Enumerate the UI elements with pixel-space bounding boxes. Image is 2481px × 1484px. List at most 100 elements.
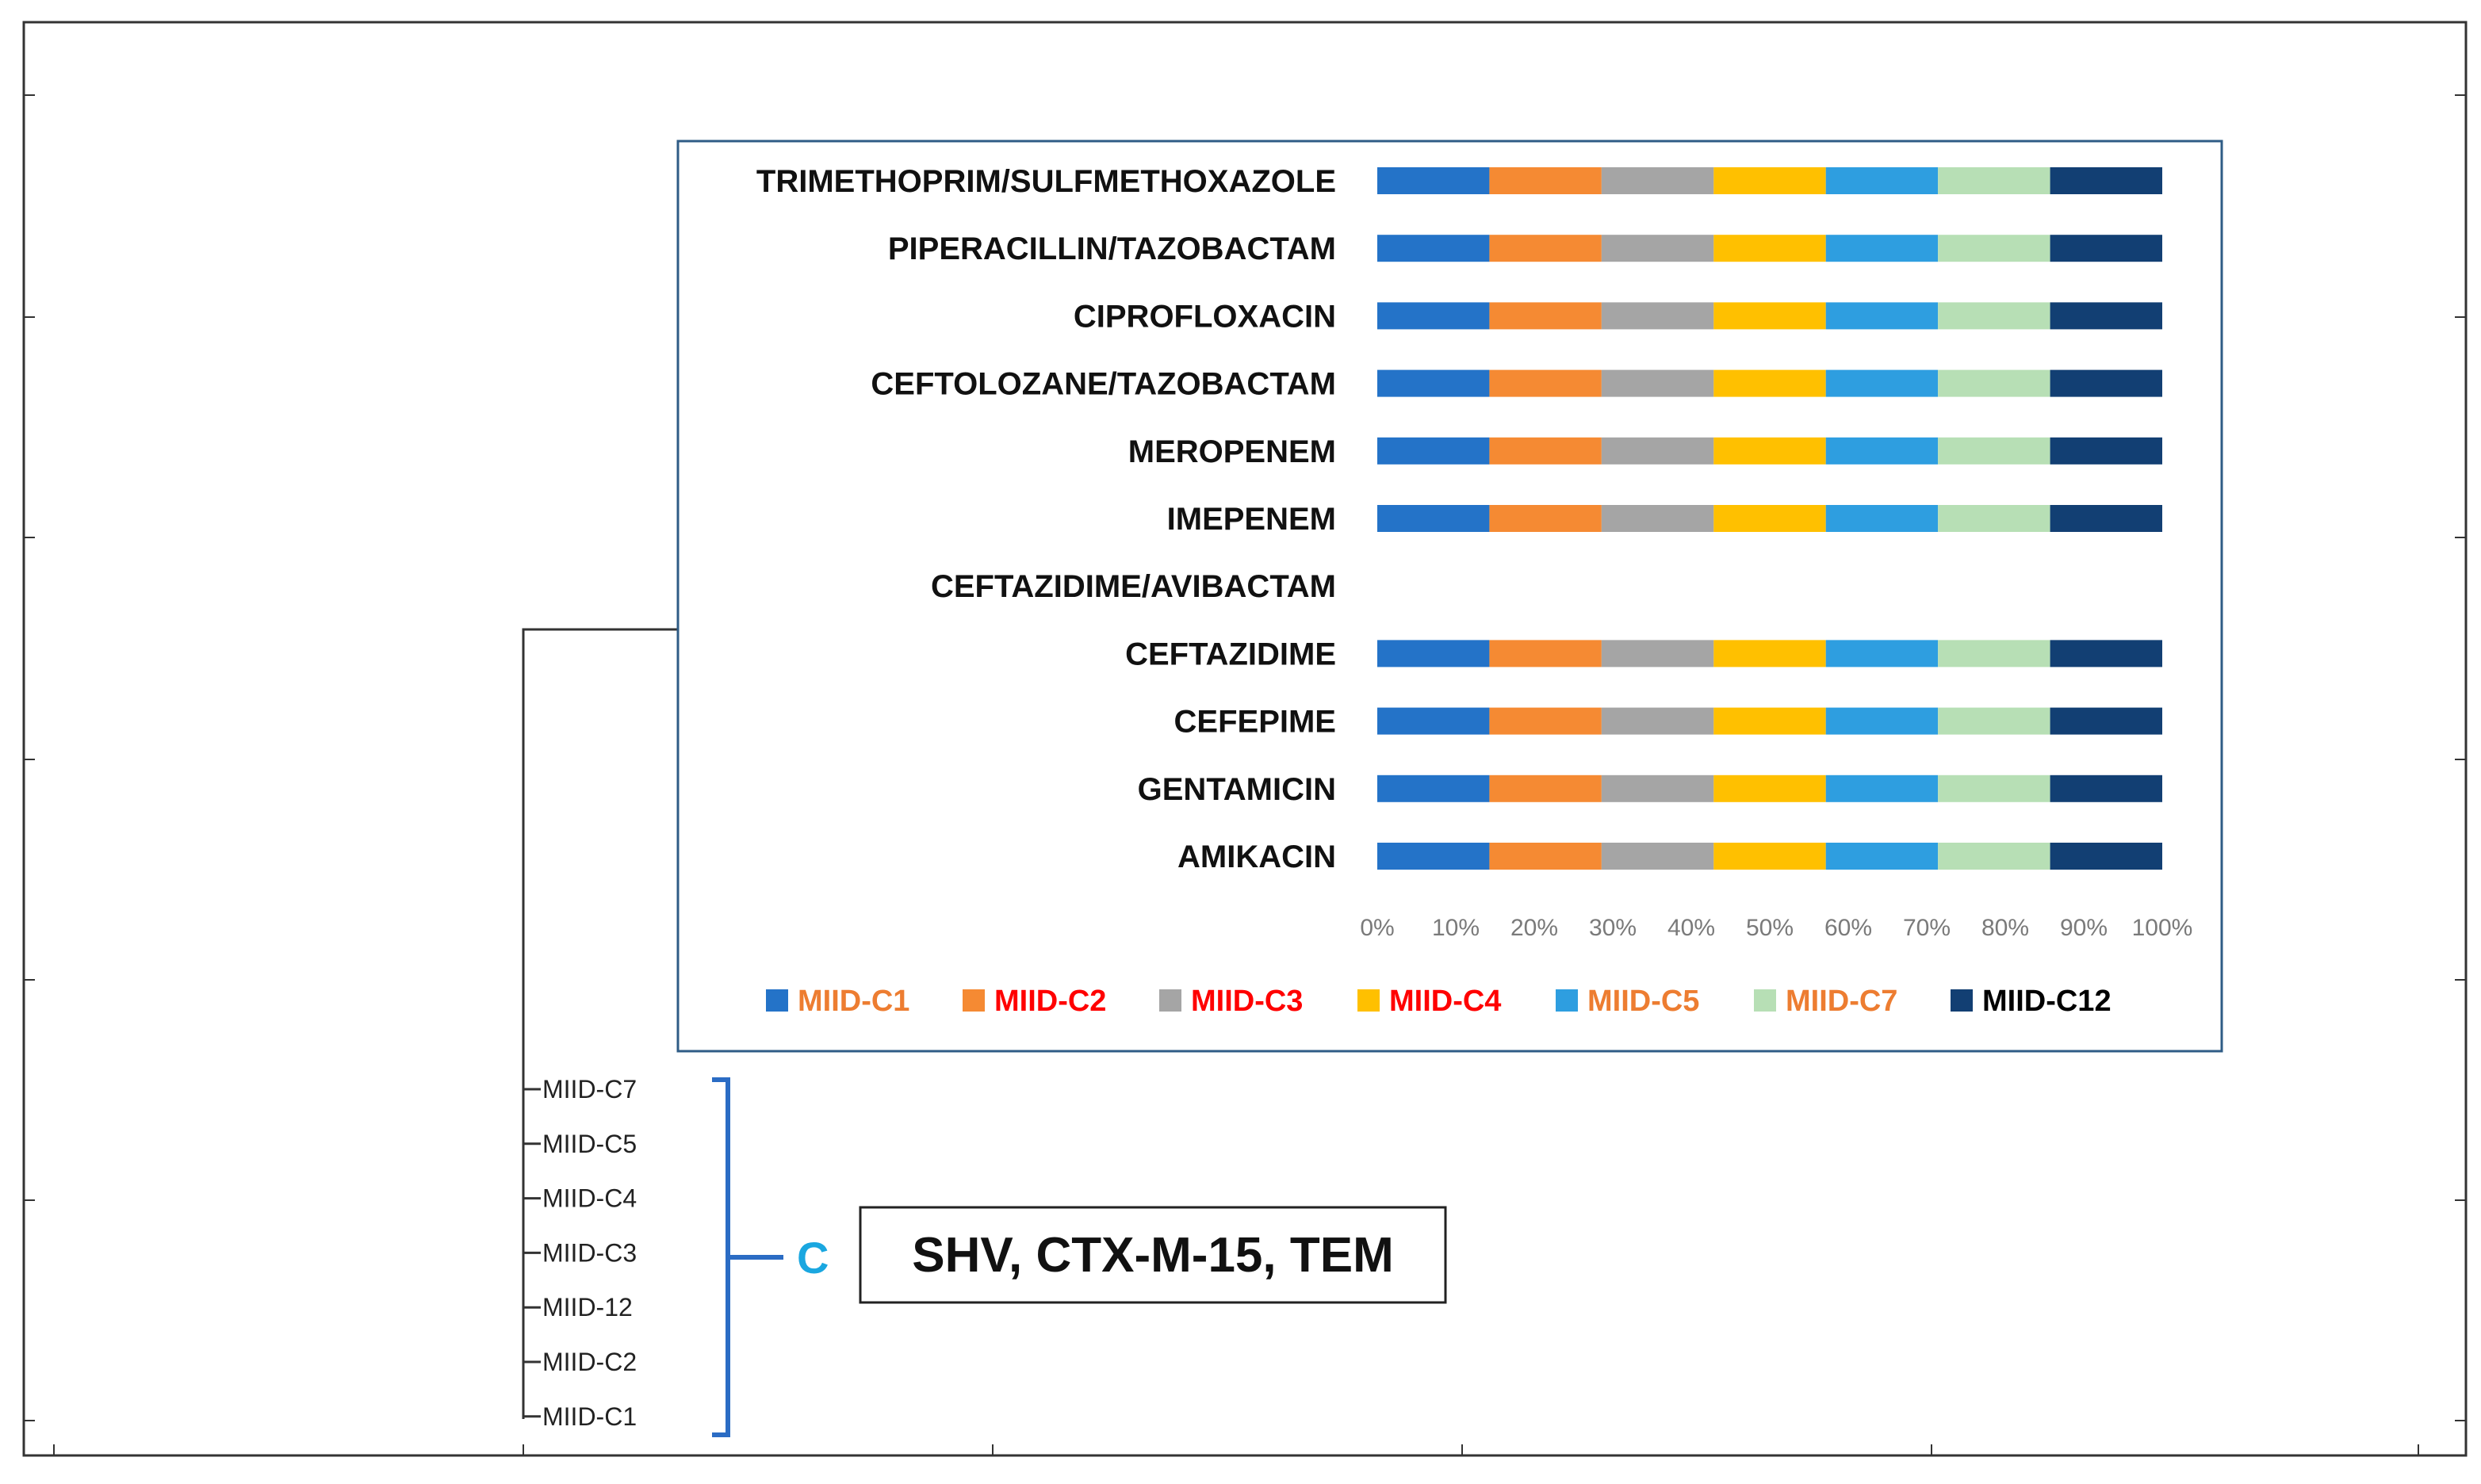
bar-segment-miid-c5: [1825, 437, 1939, 465]
bar-segment-miid-c12: [2050, 235, 2162, 262]
dendrogram-leaf-label: MIID-C1: [542, 1402, 637, 1431]
category-label: CEFTAZIDIME: [1125, 637, 1336, 671]
legend-swatch: [766, 989, 788, 1012]
bar-segment-miid-c4: [1713, 302, 1826, 330]
bar-segment-miid-c1: [1377, 302, 1490, 330]
chart-panel: [676, 140, 2223, 1053]
bar-segment-miid-c12: [2050, 302, 2162, 330]
legend-label: MIID-C2: [994, 985, 1106, 1018]
legend-item: MIID-C5: [1556, 985, 1699, 1018]
bar-segment-miid-c4: [1713, 640, 1826, 667]
bar-segment-miid-c4: [1713, 707, 1826, 735]
bar-segment-miid-c1: [1377, 167, 1490, 194]
category-label: MEROPENEM: [1128, 434, 1336, 469]
x-tick-label: 20%: [1510, 915, 1558, 941]
x-tick-label: 80%: [1981, 915, 2029, 941]
bar-segment-miid-c7: [1938, 775, 2050, 802]
legend-swatch: [1951, 989, 1973, 1012]
bar-segment-miid-c7: [1938, 843, 2050, 870]
dendrogram-leaf-label: MIID-C7: [542, 1075, 637, 1103]
cluster-label: C: [797, 1233, 829, 1283]
bar-segment-miid-c7: [1938, 640, 2050, 667]
dendrogram-leaf-label: MIID-C5: [542, 1130, 637, 1158]
legend-label: MIID-C12: [1982, 985, 2112, 1018]
legend-swatch: [1556, 989, 1578, 1012]
legend-item: MIID-C2: [963, 985, 1106, 1018]
bar-segment-miid-c5: [1825, 302, 1939, 330]
bar-segment-miid-c5: [1825, 369, 1939, 397]
bar-segment-miid-c4: [1713, 235, 1826, 262]
dendrogram-root-branch: [522, 628, 680, 852]
bar-segment-miid-c2: [1489, 775, 1602, 802]
bar-segment-miid-c12: [2050, 843, 2162, 870]
bar-segment-miid-c2: [1489, 437, 1602, 465]
bar-segment-miid-c4: [1713, 437, 1826, 465]
bar-segment-miid-c7: [1938, 235, 2050, 262]
bar-segment-miid-c12: [2050, 707, 2162, 735]
bar-segment-miid-c1: [1377, 775, 1490, 802]
dendrogram-leaf-label: MIID-12: [542, 1293, 633, 1321]
category-label: AMIKACIN: [1177, 840, 1336, 874]
legend-item: MIID-C12: [1951, 985, 2112, 1018]
legend-swatch: [1357, 989, 1380, 1012]
bar-segment-miid-c7: [1938, 505, 2050, 532]
dendrogram-leaf-label: MIID-C2: [542, 1348, 637, 1376]
category-label: PIPERACILLIN/TAZOBACTAM: [888, 231, 1336, 266]
dendrogram-leaf-label: MIID-C4: [542, 1184, 637, 1213]
genes-label: SHV, CTX-M-15, TEM: [912, 1228, 1393, 1283]
x-tick-label: 10%: [1432, 915, 1480, 941]
legend-label: MIID-C7: [1786, 985, 1897, 1018]
bar-segment-miid-c2: [1489, 505, 1602, 532]
legend-item: MIID-C1: [766, 985, 909, 1018]
bar-segment-miid-c5: [1825, 167, 1939, 194]
bar-segment-miid-c1: [1377, 505, 1490, 532]
category-label: CEFTAZIDIME/AVIBACTAM: [931, 569, 1336, 604]
category-label: IMEPENEM: [1167, 502, 1336, 537]
dendrogram-leaves: MIID-C7 MIID-C5 MIID-C4 MIID-C3 MIID-12 MIID-…: [523, 1075, 637, 1431]
bar-segment-miid-c7: [1938, 707, 2050, 735]
bar-segment-miid-c1: [1377, 640, 1490, 667]
bar-segment-miid-c2: [1489, 843, 1602, 870]
bar-segment-miid-c5: [1825, 235, 1939, 262]
frame-ticks: [24, 94, 2466, 1455]
outer-frame: [22, 21, 2468, 1457]
bar-segment-miid-c4: [1713, 775, 1826, 802]
bar-segment-miid-c3: [1601, 775, 1714, 802]
bar-segment-miid-c3: [1601, 707, 1714, 735]
bar-segment-miid-c1: [1377, 235, 1490, 262]
dendrogram-leaf-label: MIID-C3: [542, 1238, 637, 1267]
bar-segment-miid-c3: [1601, 843, 1714, 870]
legend-label: MIID-C5: [1587, 985, 1699, 1018]
legend-item: MIID-C7: [1754, 985, 1897, 1018]
x-tick-label: 30%: [1589, 915, 1637, 941]
chart-legend: MIID-C1 MIID-C2 MIID-C3 MIID-C4 MIID-C5 MIID-…: [766, 985, 2112, 1018]
bar-segment-miid-c3: [1601, 505, 1714, 532]
category-label: CEFEPIME: [1174, 705, 1336, 740]
bar-segment-miid-c7: [1938, 167, 2050, 194]
x-tick-label: 0%: [1360, 915, 1394, 941]
bar-segment-miid-c1: [1377, 437, 1490, 465]
bar-segment-miid-c2: [1489, 235, 1602, 262]
bar-segment-miid-c3: [1601, 640, 1714, 667]
bar-segment-miid-c12: [2050, 505, 2162, 532]
legend-item: MIID-C4: [1357, 985, 1501, 1018]
bar-segment-miid-c3: [1601, 437, 1714, 465]
bar-segment-miid-c7: [1938, 369, 2050, 397]
bar-segment-miid-c3: [1601, 167, 1714, 194]
category-label: CEFTOLOZANE/TAZOBACTAM: [871, 367, 1336, 402]
legend-swatch: [963, 989, 985, 1012]
x-tick-label: 40%: [1667, 915, 1715, 941]
bar-segment-miid-c2: [1489, 167, 1602, 194]
legend-label: MIID-C4: [1389, 985, 1501, 1018]
bar-segment-miid-c12: [2050, 167, 2162, 194]
bar-segment-miid-c5: [1825, 843, 1939, 870]
bar-segment-miid-c2: [1489, 707, 1602, 735]
cluster-bracket: [712, 1077, 783, 1437]
bar-segment-miid-c5: [1825, 707, 1939, 735]
dendrogram: MIID-C7 MIID-C5 MIID-C4 MIID-C3 MIID-12 MIID-…: [522, 628, 680, 1431]
bar-segment-miid-c4: [1713, 167, 1826, 194]
category-label: CIPROFLOXACIN: [1074, 299, 1336, 334]
x-tick-label: 100%: [2132, 915, 2193, 941]
category-label: TRIMETHOPRIM/SULFMETHOXAZOLE: [756, 164, 1336, 199]
bar-segment-miid-c1: [1377, 707, 1490, 735]
